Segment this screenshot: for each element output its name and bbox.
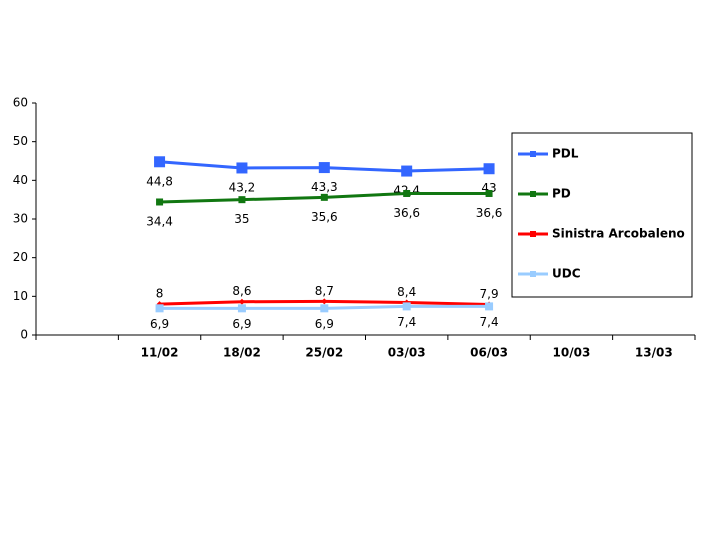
marker: [321, 298, 328, 305]
marker: [320, 304, 329, 313]
marker: [156, 198, 164, 206]
y-tick-label: 50: [13, 134, 28, 148]
legend-box: [511, 132, 693, 298]
legend-label: PD: [552, 187, 571, 201]
y-tick-label: 0: [20, 328, 28, 342]
marker: [401, 165, 413, 177]
data-label: 6,9: [315, 317, 334, 331]
x-tick-label: 10/03: [553, 346, 591, 360]
data-label: 43,3: [311, 180, 338, 194]
data-label: 35,6: [311, 210, 338, 224]
marker: [483, 163, 495, 175]
marker: [402, 302, 411, 311]
data-label: 8,4: [397, 285, 416, 299]
y-tick-label: 10: [13, 289, 28, 303]
y-tick-label: 60: [13, 96, 28, 110]
y-tick-label: 30: [13, 212, 28, 226]
marker: [237, 304, 246, 313]
x-tick-label: 11/02: [141, 346, 179, 360]
data-label: 6,9: [232, 317, 251, 331]
y-tick-label: 40: [13, 173, 28, 187]
legend-marker: [530, 151, 536, 157]
data-label: 36,6: [476, 206, 503, 220]
x-tick-label: 18/02: [223, 346, 261, 360]
marker: [318, 162, 330, 174]
y-tick-label: 20: [13, 250, 28, 264]
marker: [238, 298, 245, 305]
marker: [320, 193, 328, 201]
x-tick-label: 13/03: [635, 346, 673, 360]
data-label: 6,9: [150, 317, 169, 331]
marker: [236, 162, 248, 174]
data-label: 7,4: [397, 315, 416, 329]
data-label: 36,6: [393, 206, 420, 220]
x-tick-label: 25/02: [305, 346, 343, 360]
marker: [238, 196, 246, 204]
legend-marker: [530, 191, 536, 197]
legend-label: UDC: [552, 267, 581, 281]
x-tick-label: 06/03: [470, 346, 508, 360]
data-label: 35: [234, 212, 249, 226]
x-tick-label: 03/03: [388, 346, 426, 360]
marker: [485, 302, 494, 311]
data-label: 8,7: [315, 284, 334, 298]
data-label: 7,9: [480, 287, 499, 301]
marker: [155, 304, 164, 313]
data-label: 43: [481, 181, 496, 195]
legend-label: PDL: [552, 147, 579, 161]
data-label: 8,6: [232, 284, 251, 298]
data-label: 43,2: [229, 180, 256, 194]
data-label: 8: [156, 287, 164, 301]
legend-marker: [530, 271, 536, 277]
data-label: 44,8: [146, 174, 173, 188]
data-label: 7,4: [480, 315, 499, 329]
legend-label: Sinistra Arcobaleno: [552, 227, 685, 241]
legend-marker: [530, 231, 536, 237]
marker: [485, 189, 493, 197]
marker: [154, 156, 166, 168]
marker: [403, 189, 411, 197]
data-label: 34,4: [146, 214, 173, 228]
